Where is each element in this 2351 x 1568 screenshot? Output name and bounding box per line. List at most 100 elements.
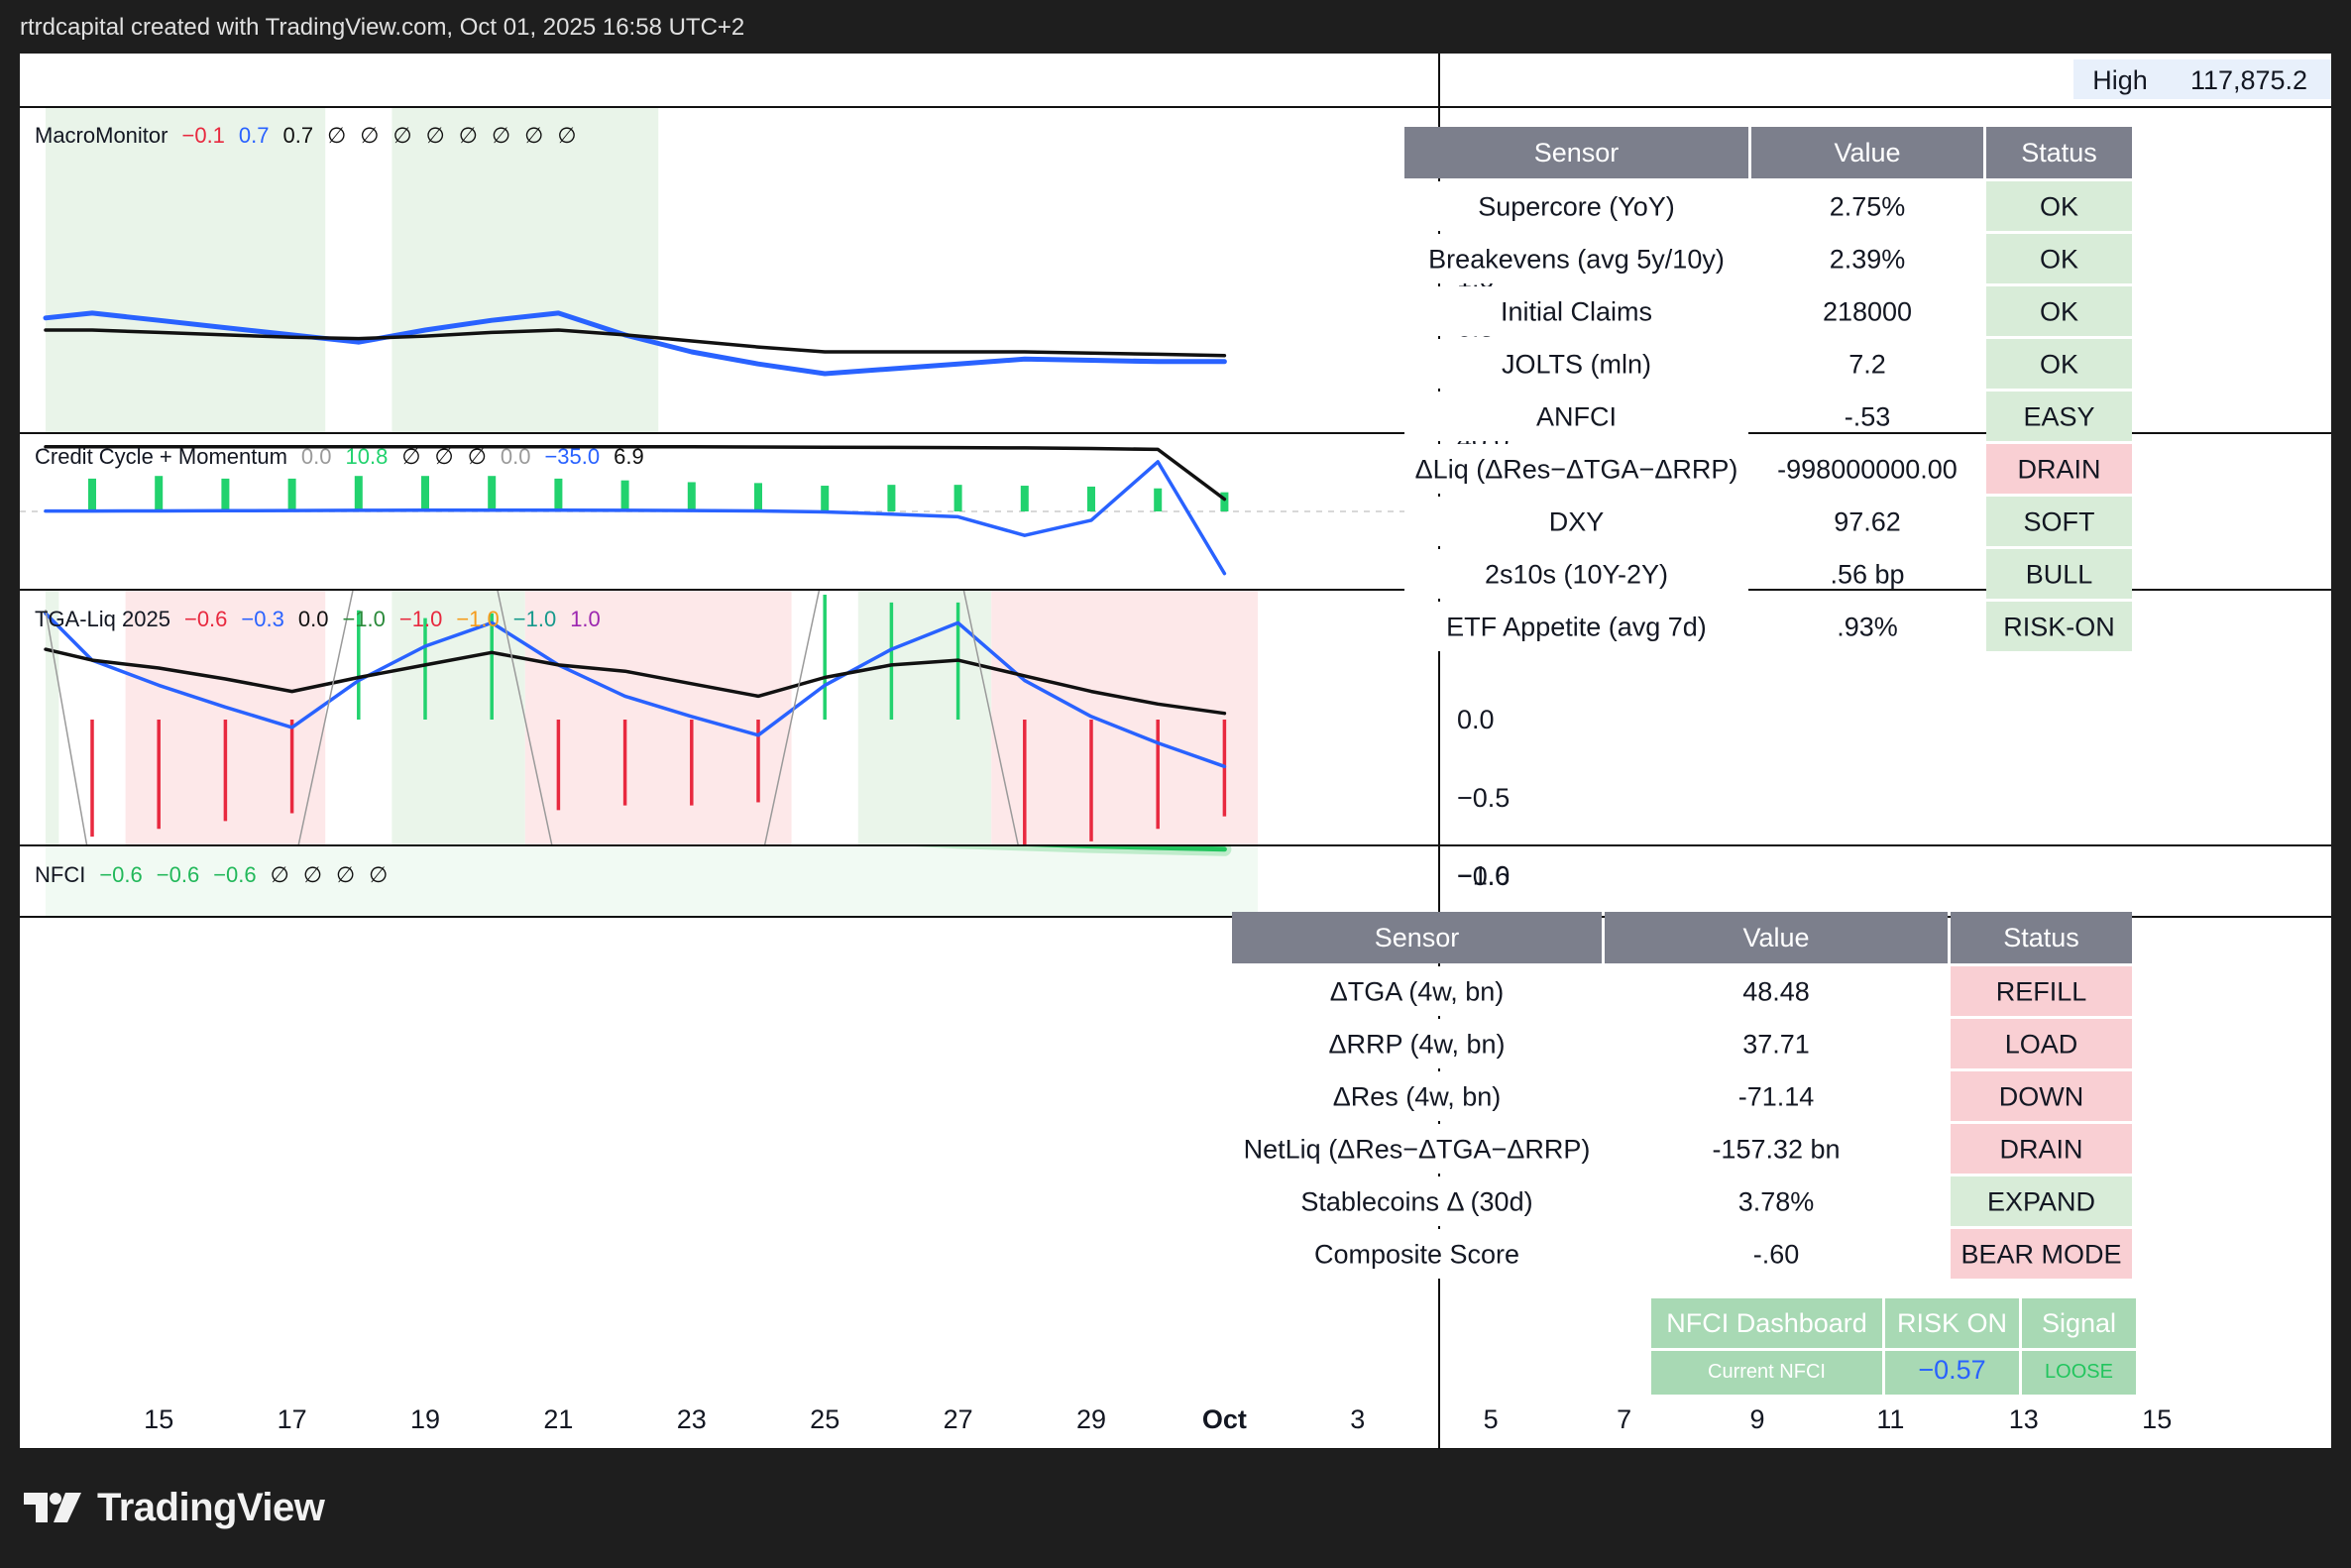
tradingview-logo-icon: [24, 1493, 81, 1522]
status-cell-bg: [1986, 549, 2132, 599]
x-tick-label: 23: [677, 1404, 707, 1434]
pane-title: TGA-Liq 2025: [35, 607, 170, 631]
table-cell-status: RISK-ON: [2003, 613, 2115, 642]
nfci-row-cell: [2022, 1351, 2136, 1395]
table-cell-sensor: Initial Claims: [1501, 297, 1652, 327]
histogram-bar: [287, 478, 296, 511]
legend-value: ∅: [303, 862, 322, 887]
table-header-label: Value: [1742, 923, 1809, 952]
x-tick-label: 19: [410, 1404, 440, 1434]
table-header-cell: [1986, 127, 2132, 178]
table-header-label: Status: [2021, 138, 2097, 168]
legend-value: −0.3: [241, 607, 283, 631]
table-cell-sensor: Breakevens (avg 5y/10y): [1428, 245, 1725, 275]
chart-frame: 1.00.80.60.40.20.0−0.2−0.4MacroMonitor−0…: [20, 54, 2331, 1450]
table-cell-bg: [1232, 1019, 1602, 1068]
series-line-black: [44, 647, 1227, 716]
pane-legend: NFCI −0.6 −0.6 −0.6 ∅ ∅ ∅ ∅: [35, 862, 388, 887]
histogram-bar: [88, 478, 96, 511]
histogram-bar: [1087, 486, 1095, 511]
histogram-bar: [953, 485, 962, 511]
table-cell-value: -.60: [1753, 1240, 1800, 1270]
table-cell-sensor: ΔRes (4w, bn): [1333, 1082, 1502, 1112]
table-cell-value: .93%: [1837, 613, 1898, 642]
table-cell-bg: [1404, 549, 1748, 599]
histogram-bar: [554, 478, 563, 511]
x-tick-label: 21: [543, 1404, 573, 1434]
nfci-header-label: RISK ON: [1897, 1308, 2007, 1338]
table-header-label: Sensor: [1534, 138, 1620, 168]
table-cell-sensor: NetLiq (ΔRes−ΔTGA−ΔRRP): [1244, 1135, 1591, 1165]
status-cell-bg: [1986, 444, 2132, 494]
table-cell-sensor: DXY: [1549, 507, 1605, 537]
legend-value: ∅: [369, 862, 388, 887]
status-cell-bg: [1951, 1124, 2132, 1174]
pane-title: Credit Cycle + Momentum: [35, 444, 287, 469]
table-cell-status: OK: [2040, 192, 2078, 222]
table-cell-bg: [1404, 234, 1748, 283]
background-band: [45, 591, 59, 844]
legend-value: 0.7: [283, 123, 314, 148]
legend-value: 0.7: [239, 123, 270, 148]
table-tga: Sensor Value Status ΔTGA (4w, bn) 48.48 REFIL…: [1232, 912, 2132, 1279]
status-cell-bg: [1951, 1071, 2132, 1121]
histogram-bar: [421, 476, 429, 511]
legend-value: ∅: [524, 123, 543, 148]
top-price-strip: [20, 54, 2331, 107]
table-cell-sensor: ETF Appetite (avg 7d): [1446, 613, 1707, 642]
histogram-bar: [488, 476, 497, 511]
histogram-bar: [423, 617, 427, 720]
legend-value: −1.0: [456, 607, 499, 631]
table-header-label: Status: [2003, 923, 2079, 952]
histogram-bar: [754, 483, 762, 511]
histogram-bar: [289, 720, 294, 814]
table-header-cell: [1232, 912, 1602, 963]
table-cell-bg: [1232, 966, 1602, 1016]
legend-value: −0.6: [99, 862, 142, 887]
table-cell-status: DOWN: [1999, 1082, 2083, 1112]
pane-title: MacroMonitor: [35, 123, 168, 148]
histogram-bar: [887, 485, 896, 511]
x-tick-label: 25: [810, 1404, 840, 1434]
pane-legend: TGA-Liq 2025 −0.6 −0.3 0.0 −1.0 −1.0 −1.0 −1.0 1…: [35, 607, 601, 631]
status-cell-bg: [1951, 1229, 2132, 1279]
legend-value: ∅: [468, 444, 487, 469]
table-header-cell: [1751, 127, 1983, 178]
pane-plot-area: [20, 444, 1439, 576]
histogram-bar: [357, 610, 361, 720]
pane-plot-area: [43, 107, 1227, 432]
x-tick-label: 27: [944, 1404, 973, 1434]
table-cell-value: -157.32 bn: [1712, 1135, 1840, 1165]
table-cell-bg: [1404, 339, 1748, 389]
histogram-bar: [823, 595, 827, 720]
tradingview-logo[interactable]: TradingView: [22, 1483, 325, 1532]
status-cell-bg: [1986, 181, 2132, 231]
legend-value: −1.0: [399, 607, 442, 631]
x-tick-label: 3: [1350, 1404, 1365, 1434]
histogram-bar: [157, 720, 161, 830]
pane-plot-area: [44, 591, 1258, 844]
nfci-table-body: NFCI Dashboard RISK ON Signal Current NFCI −…: [1651, 1298, 2136, 1395]
nfci-row-value: −0.57: [1918, 1355, 1985, 1385]
histogram-bar: [1220, 492, 1229, 511]
nfci-row-signal: LOOSE: [2045, 1361, 2113, 1383]
series-line-blue: [44, 612, 1227, 769]
status-cell-bg: [1951, 966, 2132, 1016]
table-cell-bg: [1404, 602, 1748, 651]
high-value-bg: [2167, 59, 2331, 99]
histogram-bar: [1089, 720, 1093, 841]
legend-value: ∅: [459, 123, 478, 148]
table-cell-bg: [1404, 181, 1748, 231]
legend-value: −1.0: [513, 607, 556, 631]
status-cell-bg: [1986, 234, 2132, 283]
table-cell-sensor: ΔRRP (4w, bn): [1328, 1030, 1505, 1060]
nfci-row-cell: [1885, 1351, 2019, 1395]
pane-legend: MacroMonitor −0.1 0.7 0.7 ∅ ∅ ∅ ∅ ∅ ∅ ∅ ∅: [35, 123, 576, 148]
histogram-bar: [354, 476, 363, 511]
chart-canvas[interactable]: 1.00.80.60.40.20.0−0.2−0.4MacroMonitor−0…: [20, 54, 2331, 1450]
legend-value: ∅: [426, 123, 445, 148]
high-label: High: [2092, 65, 2148, 95]
legend-value: 0.0: [298, 607, 329, 631]
y-tick-label: −0.5: [1457, 783, 1510, 813]
